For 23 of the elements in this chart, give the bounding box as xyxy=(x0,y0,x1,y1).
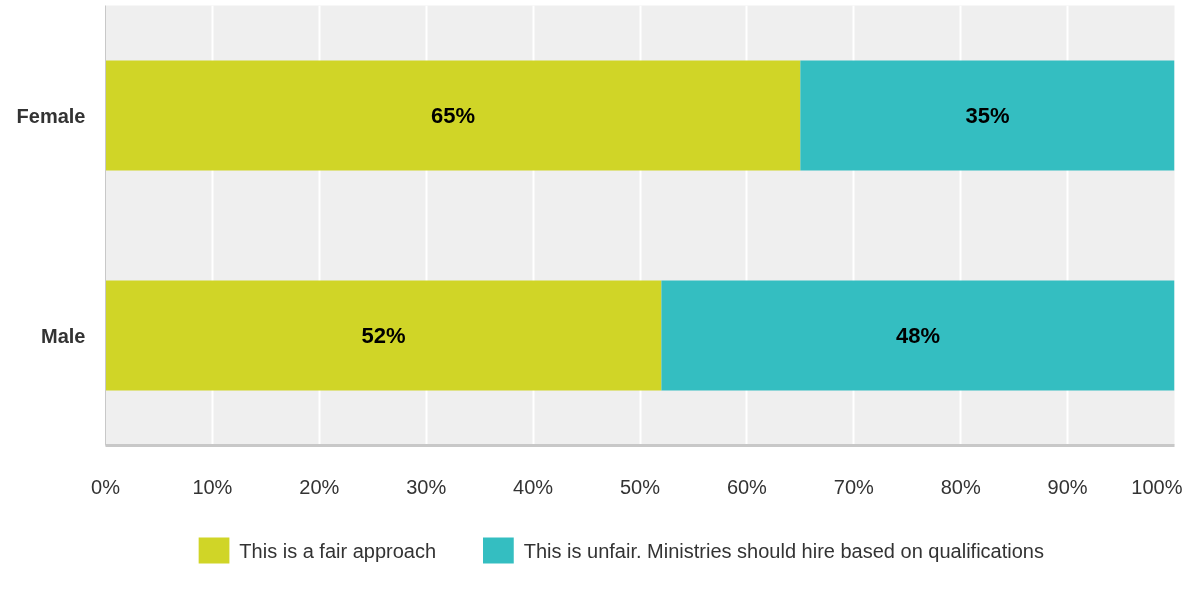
legend-label: This is unfair. Ministries should hire based on qualifications xyxy=(523,539,1044,562)
x-tick-label: 80% xyxy=(940,475,981,498)
bar xyxy=(661,280,1175,391)
x-tick-label: 50% xyxy=(619,475,661,498)
x-tick-label: 40% xyxy=(513,475,554,498)
x-tick-label: 0% xyxy=(91,475,121,498)
x-tick-label: 100% xyxy=(1131,475,1182,498)
bar xyxy=(800,60,1175,171)
y-tick-label: Male xyxy=(41,324,86,347)
x-tick-label: 90% xyxy=(1047,475,1088,498)
x-tick-label: 70% xyxy=(833,475,875,498)
bar xyxy=(105,60,801,171)
x-tick-label: 10% xyxy=(192,475,233,498)
data-label: 52% xyxy=(361,323,406,348)
data-label: 48% xyxy=(895,323,940,348)
x-tick-label: 60% xyxy=(726,475,768,498)
bar xyxy=(105,280,662,391)
y-tick-label: Female xyxy=(16,104,86,127)
legend-label: This is a fair approach xyxy=(239,539,437,562)
data-label: 65% xyxy=(430,103,475,128)
data-label: 35% xyxy=(965,103,1010,128)
x-tick-label: 30% xyxy=(406,475,447,498)
x-tick-label: 20% xyxy=(299,475,340,498)
